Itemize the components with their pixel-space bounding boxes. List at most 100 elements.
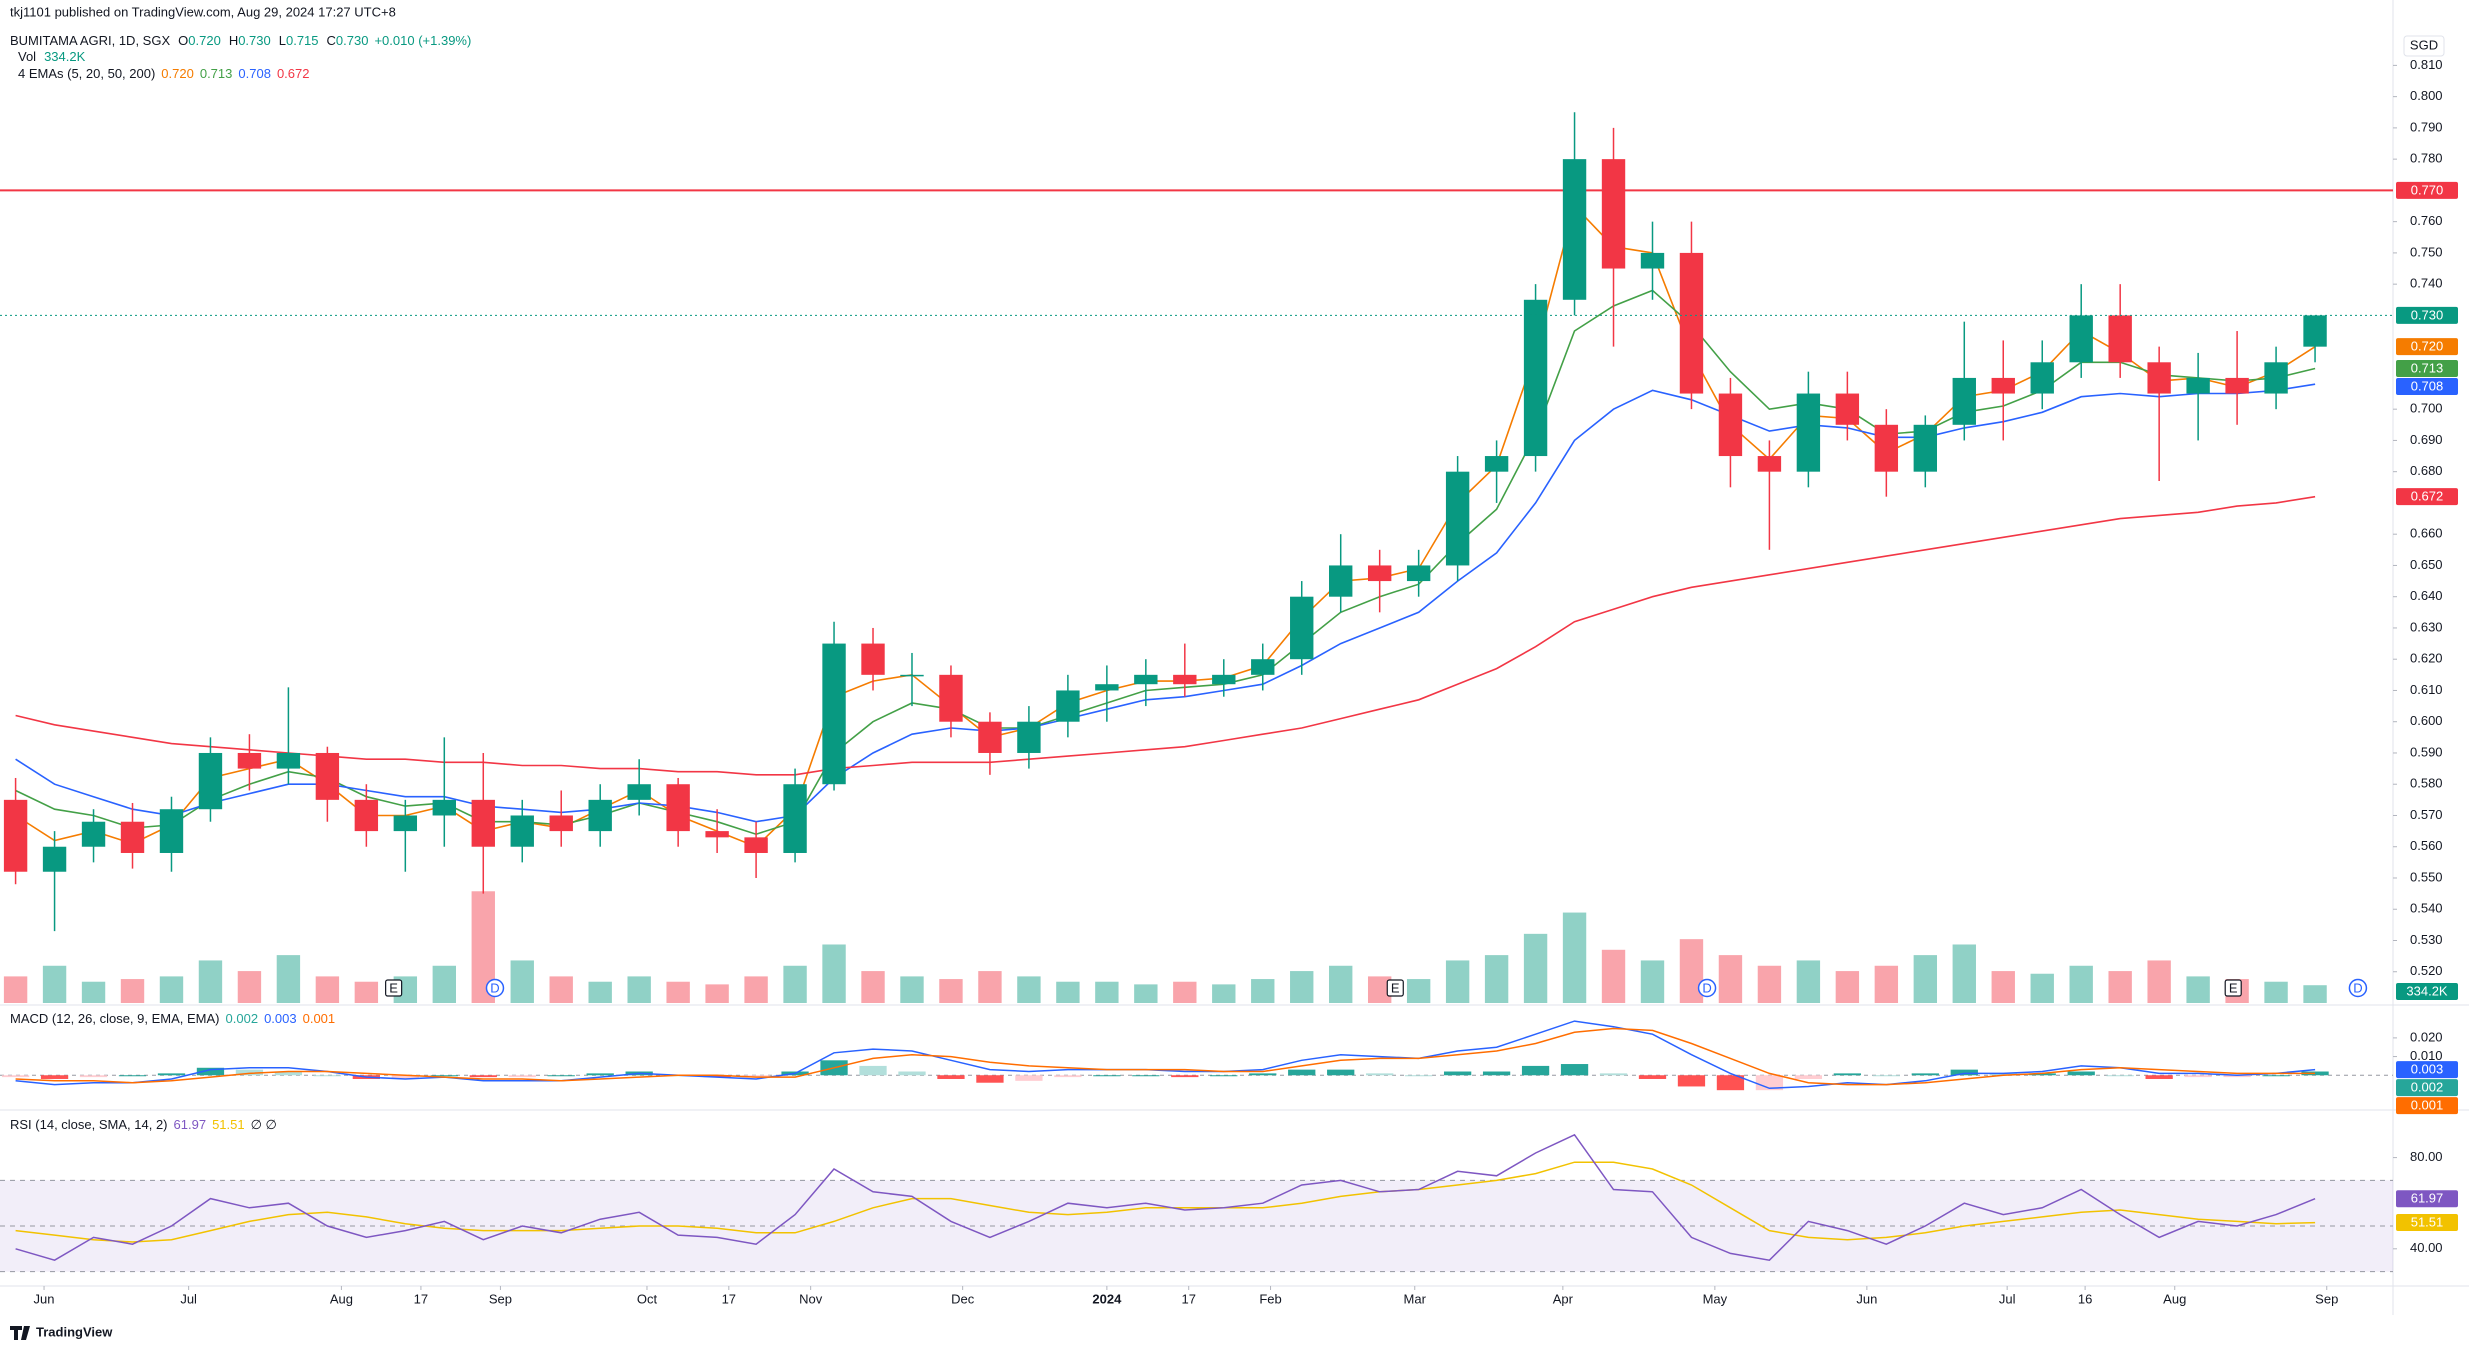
histogram-bar [1833,1073,1862,1076]
ohlc-key: H [229,33,238,48]
legend-line: Vol 334.2K [18,49,86,64]
candle-body [1952,377,1976,425]
event-marker [2348,978,2368,998]
candle-body [1718,393,1743,457]
y-tick-label: 0.690 [2410,432,2443,447]
volume-bar [588,981,612,1003]
y-tick-label: 0.020 [2410,1029,2443,1044]
y-tick-label: 0.570 [2410,807,2443,822]
indicator-suffix: ∅ ∅ [251,1117,277,1132]
candle-body [1056,690,1080,722]
y-tick-label: 0.620 [2410,651,2443,666]
x-tick-label: Jun [34,1291,55,1306]
histogram-bar [2223,1075,2251,1078]
price-label: 0.730 [2411,307,2444,322]
candle-body [432,799,456,816]
candle-body [627,784,651,800]
candle-body [510,815,534,847]
x-tick-label: Oct [637,1291,658,1306]
candle-body [1913,424,1938,472]
candle-body [1173,674,1197,685]
volume-bar [549,976,573,1003]
ohlc-key: L [279,33,286,48]
histogram-bar [1288,1069,1316,1076]
event-label: E [389,980,398,995]
candle-body [705,831,729,838]
histogram-bar [1443,1071,1472,1076]
histogram-bar [1599,1073,1628,1076]
histogram-bar [1521,1065,1550,1076]
event-marker [1386,979,1404,997]
volume-bar [1562,912,1587,1003]
volume-bar [2147,960,2171,1003]
candle-body [471,799,495,847]
currency: SGD [2410,37,2438,52]
price-label-box [2396,360,2458,378]
volume-bar [198,960,223,1003]
macd-line [15,1020,2316,1090]
price-label-box [2396,338,2458,356]
event-label: E [2229,980,2238,995]
price-label: 0.002 [2411,1080,2444,1095]
volume-bar [1134,984,1158,1003]
indicator-value: 61.97 [174,1117,207,1132]
y-tick-label: 0.760 [2410,213,2443,228]
histogram-bar [1716,1075,1745,1091]
x-tick-label: Nov [799,1291,823,1306]
histogram-bar [118,1075,147,1077]
volume-bar [1991,971,2015,1003]
event-marker [1697,978,1717,998]
candle-body [1251,659,1275,675]
candle-body [120,821,145,853]
histogram-bar [430,1075,458,1077]
x-tick-label: Feb [1259,1291,1281,1306]
x-tick-label: Sep [2315,1291,2338,1306]
y-tick-label: 0.750 [2410,244,2443,259]
volume-bar [2303,985,2327,1003]
histogram-bar [1366,1073,1394,1076]
y-tick-label: 0.630 [2410,619,2443,634]
histogram-bar [1638,1075,1667,1079]
volume-bar [237,971,262,1003]
candle-body [198,752,223,810]
indicator-value: 0.003 [264,1011,297,1026]
histogram-bar [2184,1075,2212,1078]
ohlc-key: C [327,33,336,48]
volume-bar [2186,976,2210,1003]
volume-bar [1523,933,1548,1003]
candle-body [2225,377,2249,394]
x-tick-label: Sep [489,1291,512,1306]
x-tick-label: Jul [180,1291,197,1306]
volume-bar [2264,981,2288,1003]
price-label: 51.51 [2411,1214,2444,1229]
volume-bar [3,976,28,1003]
candle-body [2030,362,2054,394]
volume-bar [1484,955,1509,1003]
volume-bar [1290,971,1314,1003]
volume-bar [900,976,924,1003]
histogram-bar [1054,1075,1082,1078]
event-marker [2224,979,2242,997]
histogram-bar [859,1065,887,1076]
histogram-bar [391,1075,419,1079]
volume-bar [315,976,340,1003]
volume-bar [354,981,379,1003]
histogram-bar [79,1075,108,1078]
published-note: tkj1101 published on TradingView.com, Au… [10,4,396,19]
volume-bar [2108,971,2132,1003]
indicator-value: 51.51 [212,1117,245,1132]
volume-bar [1017,976,1041,1003]
volume-bar [1367,976,1392,1003]
ohlc-value: 0.720 [188,33,221,48]
volume-bar [1212,984,1236,1003]
volume-bar [1445,960,1470,1003]
event-label: E [1391,980,1400,995]
histogram-bar [1794,1075,1823,1079]
y-tick-label: 0.780 [2410,151,2443,166]
event-marker [385,979,403,997]
histogram-bar [742,1075,770,1078]
volume-bar [1056,981,1080,1003]
volume-bar [705,984,729,1003]
volume-bar [471,891,495,1003]
